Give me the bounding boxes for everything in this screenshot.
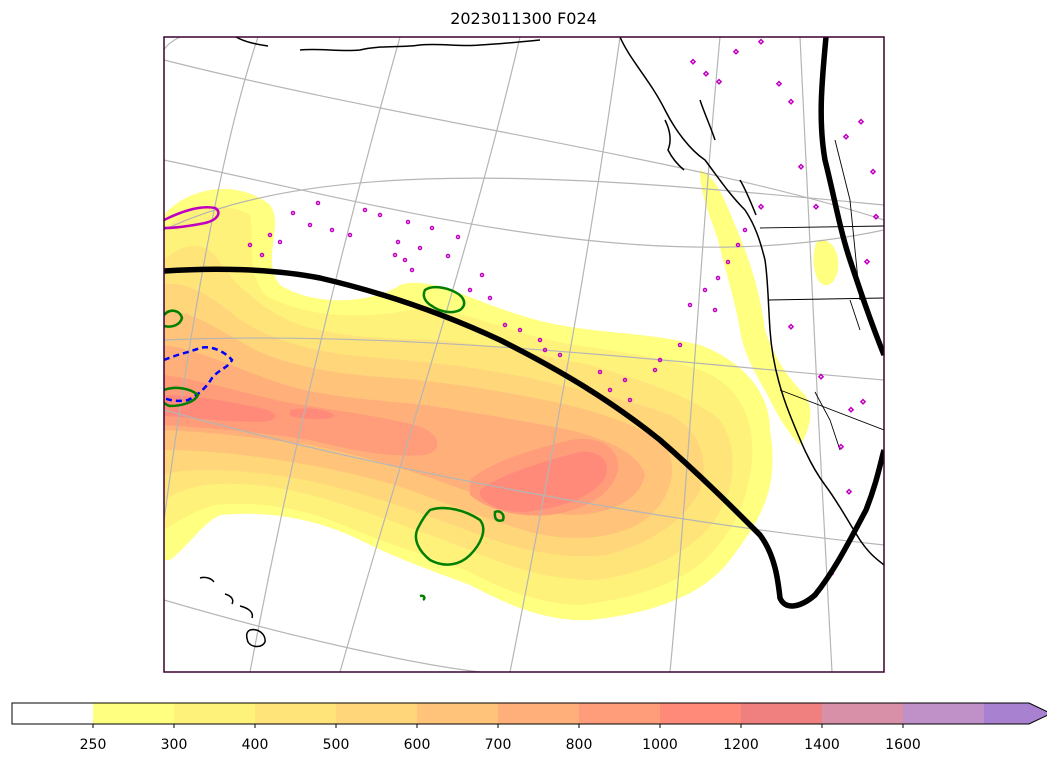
colorbar-tick-label: 1400 bbox=[804, 737, 840, 753]
colorbar-segment bbox=[903, 703, 984, 724]
magenta-markers bbox=[247, 38, 880, 577]
colorbar-segment bbox=[12, 703, 93, 724]
colorbar-tick-label: 700 bbox=[484, 737, 512, 753]
colorbar-segment bbox=[822, 703, 903, 724]
contour-level-1000-b bbox=[290, 408, 335, 419]
coastlines bbox=[199, 37, 884, 648]
colorbar-segment bbox=[255, 703, 336, 724]
blue-dashed-contour bbox=[164, 346, 234, 403]
colorbar-segment bbox=[174, 703, 255, 724]
colorbar-tick-label: 400 bbox=[241, 737, 269, 753]
map-frame bbox=[163, 36, 885, 673]
colorbar-segment bbox=[660, 703, 741, 724]
colorbar-tick-label: 800 bbox=[565, 737, 593, 753]
colorbar-outline bbox=[11, 702, 1047, 725]
colorbar-segment bbox=[417, 703, 498, 724]
colorbar-tick-label: 1000 bbox=[642, 737, 678, 753]
colorbar-segment bbox=[498, 703, 579, 724]
colorbar-tick-label: 250 bbox=[79, 737, 107, 753]
thick-black-contour bbox=[164, 37, 884, 609]
colorbar-segment bbox=[741, 703, 822, 724]
colorbar-segment bbox=[579, 703, 660, 724]
contour-level-250-coast bbox=[700, 170, 811, 445]
colorbar-segment bbox=[93, 703, 174, 724]
colorbar-tick-label: 1600 bbox=[885, 737, 921, 753]
graticule bbox=[164, 37, 884, 672]
filled-contours bbox=[164, 170, 839, 621]
green-contours bbox=[164, 285, 505, 602]
contour-level-1000-east bbox=[480, 451, 608, 512]
colorbar-segment bbox=[336, 703, 417, 724]
magenta-contour bbox=[164, 206, 220, 230]
colorbar-tick-label: 1200 bbox=[723, 737, 759, 753]
colorbar-tick-label: 300 bbox=[160, 737, 188, 753]
chart-title: 2023011300 F024 bbox=[450, 9, 597, 28]
colorbar-tick-label: 500 bbox=[322, 737, 350, 753]
colorbar-tick-label: 600 bbox=[403, 737, 431, 753]
colorbar-segment bbox=[984, 703, 1047, 724]
contour-level-250-inland bbox=[813, 239, 839, 286]
